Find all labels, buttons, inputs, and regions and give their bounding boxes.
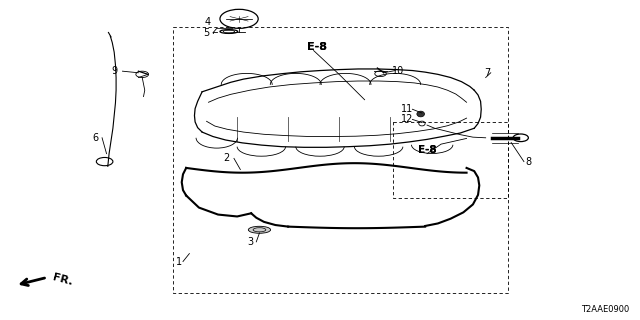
Ellipse shape bbox=[248, 226, 271, 233]
Text: 1: 1 bbox=[175, 257, 182, 267]
Text: 6: 6 bbox=[93, 133, 99, 143]
Text: T2AAE0900: T2AAE0900 bbox=[581, 305, 629, 314]
Text: E-8: E-8 bbox=[418, 145, 436, 155]
Text: 12: 12 bbox=[401, 114, 413, 124]
Text: 10: 10 bbox=[392, 66, 404, 76]
Text: 3: 3 bbox=[247, 237, 253, 247]
Ellipse shape bbox=[417, 111, 424, 117]
Text: FR.: FR. bbox=[51, 272, 74, 287]
Text: 8: 8 bbox=[525, 156, 531, 167]
Text: E-8: E-8 bbox=[307, 42, 327, 52]
Text: E-8: E-8 bbox=[418, 145, 436, 155]
Text: 9: 9 bbox=[112, 66, 118, 76]
Text: 2: 2 bbox=[223, 153, 230, 164]
Text: 4: 4 bbox=[205, 17, 211, 27]
Text: 5: 5 bbox=[204, 28, 210, 38]
Text: 7: 7 bbox=[484, 68, 490, 78]
Text: 11: 11 bbox=[401, 104, 413, 114]
Text: E-8: E-8 bbox=[307, 42, 327, 52]
